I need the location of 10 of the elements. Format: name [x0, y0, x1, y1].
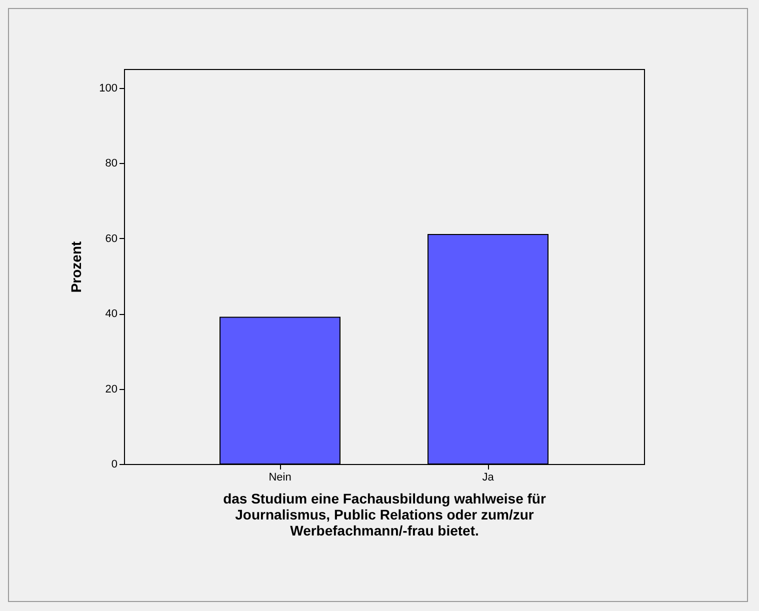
y-tick-label: 0 — [111, 458, 118, 470]
y-tick-label: 40 — [105, 308, 118, 320]
x-axis-title: das Studium eine Fachausbildung wahlweise für Journalismus, Public Relations oder zum/zur Werbefachmann/-frau bietet. — [223, 490, 546, 538]
x-tick-label: Ja — [482, 472, 495, 484]
y-tick-label: 100 — [99, 82, 118, 94]
y-tick-label: 80 — [105, 158, 118, 170]
x-tick-label: Nein — [268, 472, 292, 484]
y-tick-label: 20 — [105, 383, 118, 396]
y-axis-title: Prozent — [68, 240, 84, 293]
y-tick-label: 60 — [105, 232, 118, 245]
